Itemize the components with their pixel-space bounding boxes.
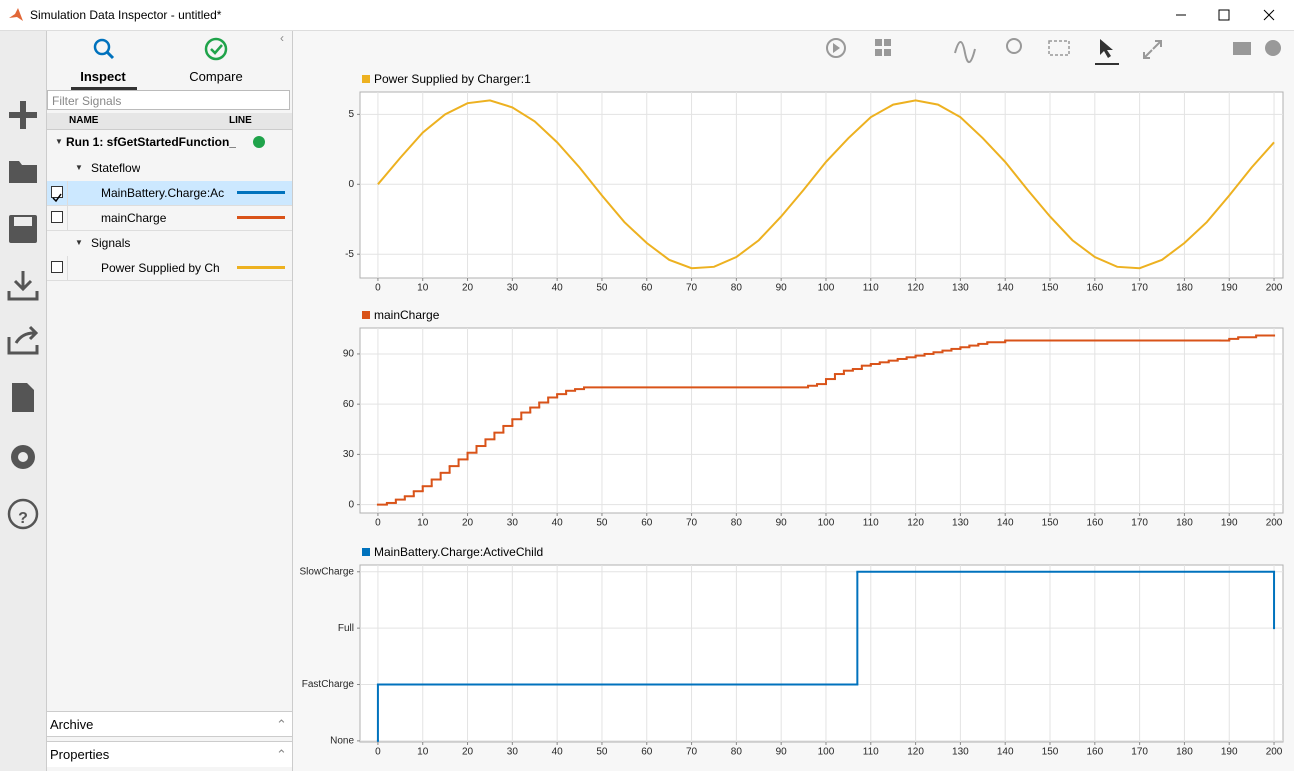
expand-icon[interactable]: ⌃ (276, 717, 287, 732)
column-line: LINE (229, 115, 252, 126)
signal-checkbox[interactable] (51, 211, 63, 223)
line-swatch (237, 216, 285, 219)
tab-underline (71, 87, 137, 90)
signal-checkbox[interactable] (51, 261, 63, 273)
app-icon (9, 8, 23, 21)
inspect-icon[interactable] (92, 37, 116, 63)
expand-arrow: ▼ (55, 137, 63, 146)
archive-panel[interactable]: Archive ⌃ (47, 711, 292, 737)
signal-row[interactable]: MainBattery.Charge:Ac (47, 181, 292, 206)
run-row[interactable]: ▼ Run 1: sfGetStartedFunction_F (47, 130, 292, 154)
action-bar: ? (0, 31, 47, 771)
expand-icon[interactable]: ⌃ (276, 747, 287, 762)
signal-checkbox[interactable] (51, 186, 63, 203)
row-divider (67, 256, 68, 280)
signal-name: Power Supplied by Ch (101, 261, 220, 275)
properties-label: Properties (50, 747, 110, 762)
line-swatch (237, 191, 285, 194)
signal-name: mainCharge (101, 211, 167, 225)
signal-name: MainBattery.Charge:Ac (101, 186, 225, 200)
run-name: Run 1: sfGetStartedFunction_F (66, 135, 236, 149)
column-header: NAME LINE (47, 113, 292, 130)
tab-compare[interactable]: Compare (189, 69, 243, 84)
row-divider (67, 206, 68, 230)
row-divider (67, 181, 68, 205)
compare-icon[interactable] (204, 37, 230, 63)
group-row[interactable]: ▼ Signals (47, 231, 292, 255)
group-name: Stateflow (91, 161, 141, 175)
signal-row[interactable]: Power Supplied by Ch (47, 256, 292, 281)
group-row[interactable]: ▼ Stateflow (47, 156, 292, 180)
group-name: Signals (91, 236, 131, 250)
svg-text:?: ? (18, 510, 28, 527)
title-bar: Simulation Data Inspector - untitled* (0, 0, 1294, 31)
plot-area (293, 31, 1294, 771)
inspect-panel: Inspect Compare ‹ Filter Signals NAME LI… (47, 31, 293, 771)
run-status (253, 136, 265, 148)
expand-arrow: ▼ (75, 238, 83, 247)
filter-box[interactable]: Filter Signals (47, 90, 290, 110)
window-controls[interactable] (1160, 0, 1294, 30)
tab-inspect[interactable]: Inspect (80, 69, 126, 84)
signal-tree: ▼ Run 1: sfGetStartedFunction_F ▼ Stateflow… (47, 130, 292, 290)
properties-panel[interactable]: Properties ⌃ (47, 741, 292, 767)
action-icons[interactable]: ? (0, 31, 46, 551)
archive-label: Archive (50, 717, 94, 732)
line-swatch (237, 266, 285, 269)
expand-arrow: ▼ (75, 163, 83, 172)
column-name: NAME (69, 115, 99, 126)
collapse-icon[interactable]: ‹ (280, 31, 284, 45)
signal-row[interactable]: mainCharge (47, 206, 292, 231)
toolbar[interactable] (293, 31, 1294, 71)
window-title: Simulation Data Inspector - untitled* (30, 8, 222, 22)
